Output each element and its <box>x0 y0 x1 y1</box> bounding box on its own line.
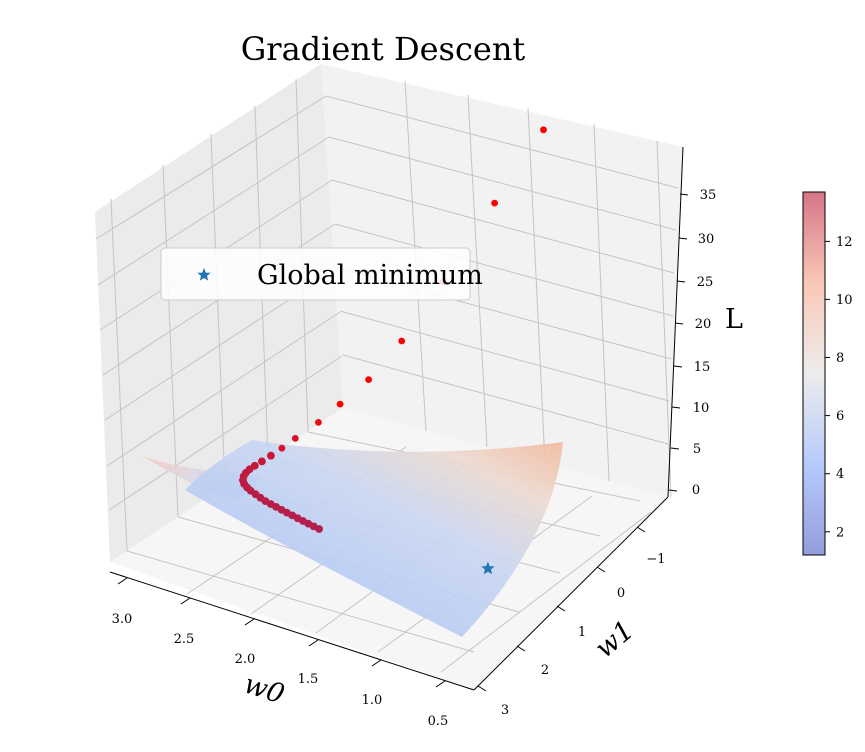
descent-point <box>278 444 286 452</box>
right-pane-gridlines <box>325 80 679 498</box>
l-ticks: 0 5 10 15 20 25 30 35 <box>668 188 717 498</box>
descent-point <box>365 376 372 383</box>
colorbar-frame <box>802 191 826 556</box>
l-axis-line <box>667 146 684 498</box>
colorbar-tick-label: 10 <box>836 293 853 308</box>
w0-tick-label: 2.5 <box>174 632 195 647</box>
descent-point <box>267 451 275 460</box>
l-tick-label: 35 <box>700 188 717 203</box>
descent-point <box>258 457 266 466</box>
colorbar-tick-label: 6 <box>836 409 844 424</box>
colorbar-tick-label: 2 <box>836 525 844 540</box>
legend-label: Global minimum <box>257 260 483 291</box>
l-tick-label: 30 <box>698 232 715 247</box>
descent-point <box>491 199 498 207</box>
w1-axis-title: w1 <box>589 615 640 665</box>
l-axis-title: L <box>725 304 743 335</box>
descent-point <box>291 435 299 442</box>
legend-star-icon <box>197 268 211 281</box>
w0-tick-label: 0.5 <box>428 714 449 729</box>
w0-tick-label: 1.0 <box>362 693 383 708</box>
l-tick-label: 25 <box>697 275 714 290</box>
w1-tick-label: 2 <box>541 663 549 678</box>
descent-point <box>540 126 547 134</box>
surface-main-sheet <box>185 440 563 637</box>
l-tick-label: 20 <box>695 317 712 332</box>
descent-path <box>239 126 547 533</box>
legend-box <box>160 247 471 301</box>
w0-axis-line <box>109 571 475 691</box>
left-back-pane <box>95 64 343 562</box>
w0-tick-label: 1.5 <box>298 672 319 687</box>
legend: Global minimum <box>160 247 483 301</box>
w1-tick-label: 0 <box>617 586 625 601</box>
global-minimum-layer <box>481 561 495 575</box>
colorbar-tick-label: 8 <box>836 351 844 366</box>
w1-axis-line <box>473 496 669 691</box>
descent-point <box>398 337 406 345</box>
descent-point <box>315 525 323 533</box>
w1-tick-label: −1 <box>646 552 665 567</box>
colorbar-gradient <box>803 192 825 555</box>
w1-tick-label: 3 <box>501 703 509 718</box>
chart-title: Gradient Descent <box>241 30 526 68</box>
descent-point <box>315 419 322 426</box>
w1-ticks: −1 0 1 2 3 <box>477 526 666 718</box>
w0-tick-label: 3.0 <box>112 612 133 627</box>
w1-tick-label: 1 <box>578 625 586 640</box>
colorbar-tick-label: 12 <box>836 235 853 250</box>
l-tick-label: 0 <box>692 483 700 498</box>
global-minimum-star-icon <box>481 561 495 575</box>
w0-axis-title: w0 <box>240 669 288 711</box>
colorbar-ticks: 2 4 6 8 10 12 <box>825 235 853 540</box>
colorbar: 2 4 6 8 10 12 <box>802 191 853 556</box>
descent-point <box>336 400 344 408</box>
w0-ticks: 3.0 2.5 2.0 1.5 1.0 0.5 <box>112 577 449 729</box>
l-tick-label: 10 <box>693 401 710 416</box>
l-tick-label: 15 <box>694 360 711 375</box>
w0-tick-label: 2.0 <box>235 652 256 667</box>
l-tick-label: 5 <box>693 442 701 457</box>
loss-surface <box>143 440 563 637</box>
colorbar-tick-label: 4 <box>836 467 844 482</box>
right-back-pane <box>321 64 683 497</box>
